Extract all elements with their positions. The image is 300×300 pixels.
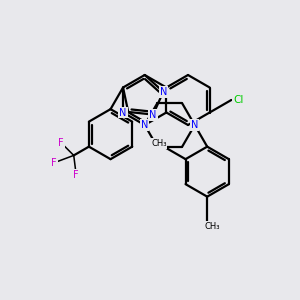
- Text: N: N: [160, 87, 167, 97]
- Text: CH₃: CH₃: [151, 139, 166, 148]
- Text: F: F: [74, 170, 79, 180]
- Text: N: N: [149, 110, 157, 120]
- Text: N: N: [141, 120, 148, 130]
- Text: N: N: [119, 107, 127, 118]
- Text: N: N: [191, 120, 198, 130]
- Text: F: F: [58, 138, 64, 148]
- Text: CH₃: CH₃: [204, 222, 220, 231]
- Text: Cl: Cl: [233, 95, 244, 105]
- Text: F: F: [51, 158, 57, 168]
- Text: N: N: [141, 120, 148, 130]
